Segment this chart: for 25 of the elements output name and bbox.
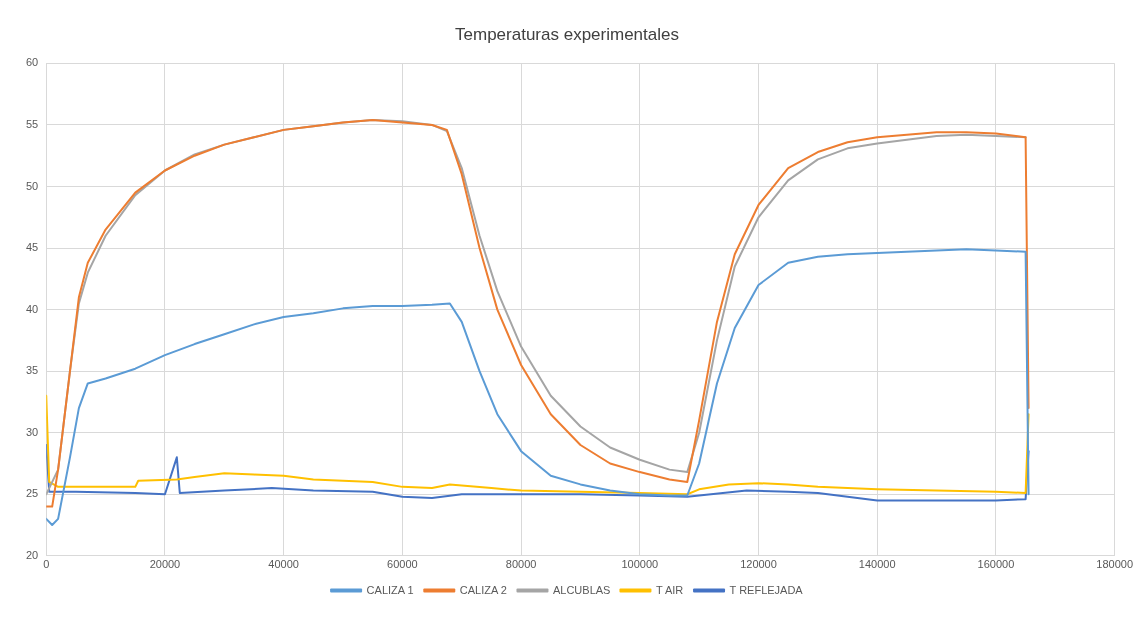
x-tick-label: 20000 [149,558,181,571]
y-tick-label: 25 [25,487,39,500]
y-tick-label: 30 [25,425,39,438]
x-tick-label: 100000 [621,558,659,571]
y-tick-label: 55 [25,117,39,130]
y-tick-label: 40 [25,302,39,315]
y-tick-label: 50 [25,179,39,192]
x-tick-label: 60000 [387,558,418,571]
x-tick-label: 80000 [505,558,537,571]
chart-title: Temperaturas experimentales [455,24,679,44]
y-tick-label: 45 [25,241,39,254]
legend-label: T AIR [655,583,684,596]
x-tick-label: 40000 [268,558,299,571]
x-tick-label: 180000 [1096,558,1134,571]
x-tick-label: 0 [43,558,50,571]
legend-label: CALIZA 2 [459,583,507,596]
y-tick-label: 60 [25,56,39,69]
legend-label: T REFLEJADA [729,583,804,596]
legend-label: CALIZA 1 [366,583,414,596]
x-tick-label: 120000 [740,558,777,571]
legend-label: ALCUBLAS [552,583,611,596]
x-tick-label: 160000 [977,558,1015,571]
x-tick-label: 140000 [858,558,896,571]
y-tick-label: 20 [25,548,39,561]
y-tick-label: 35 [25,364,39,377]
